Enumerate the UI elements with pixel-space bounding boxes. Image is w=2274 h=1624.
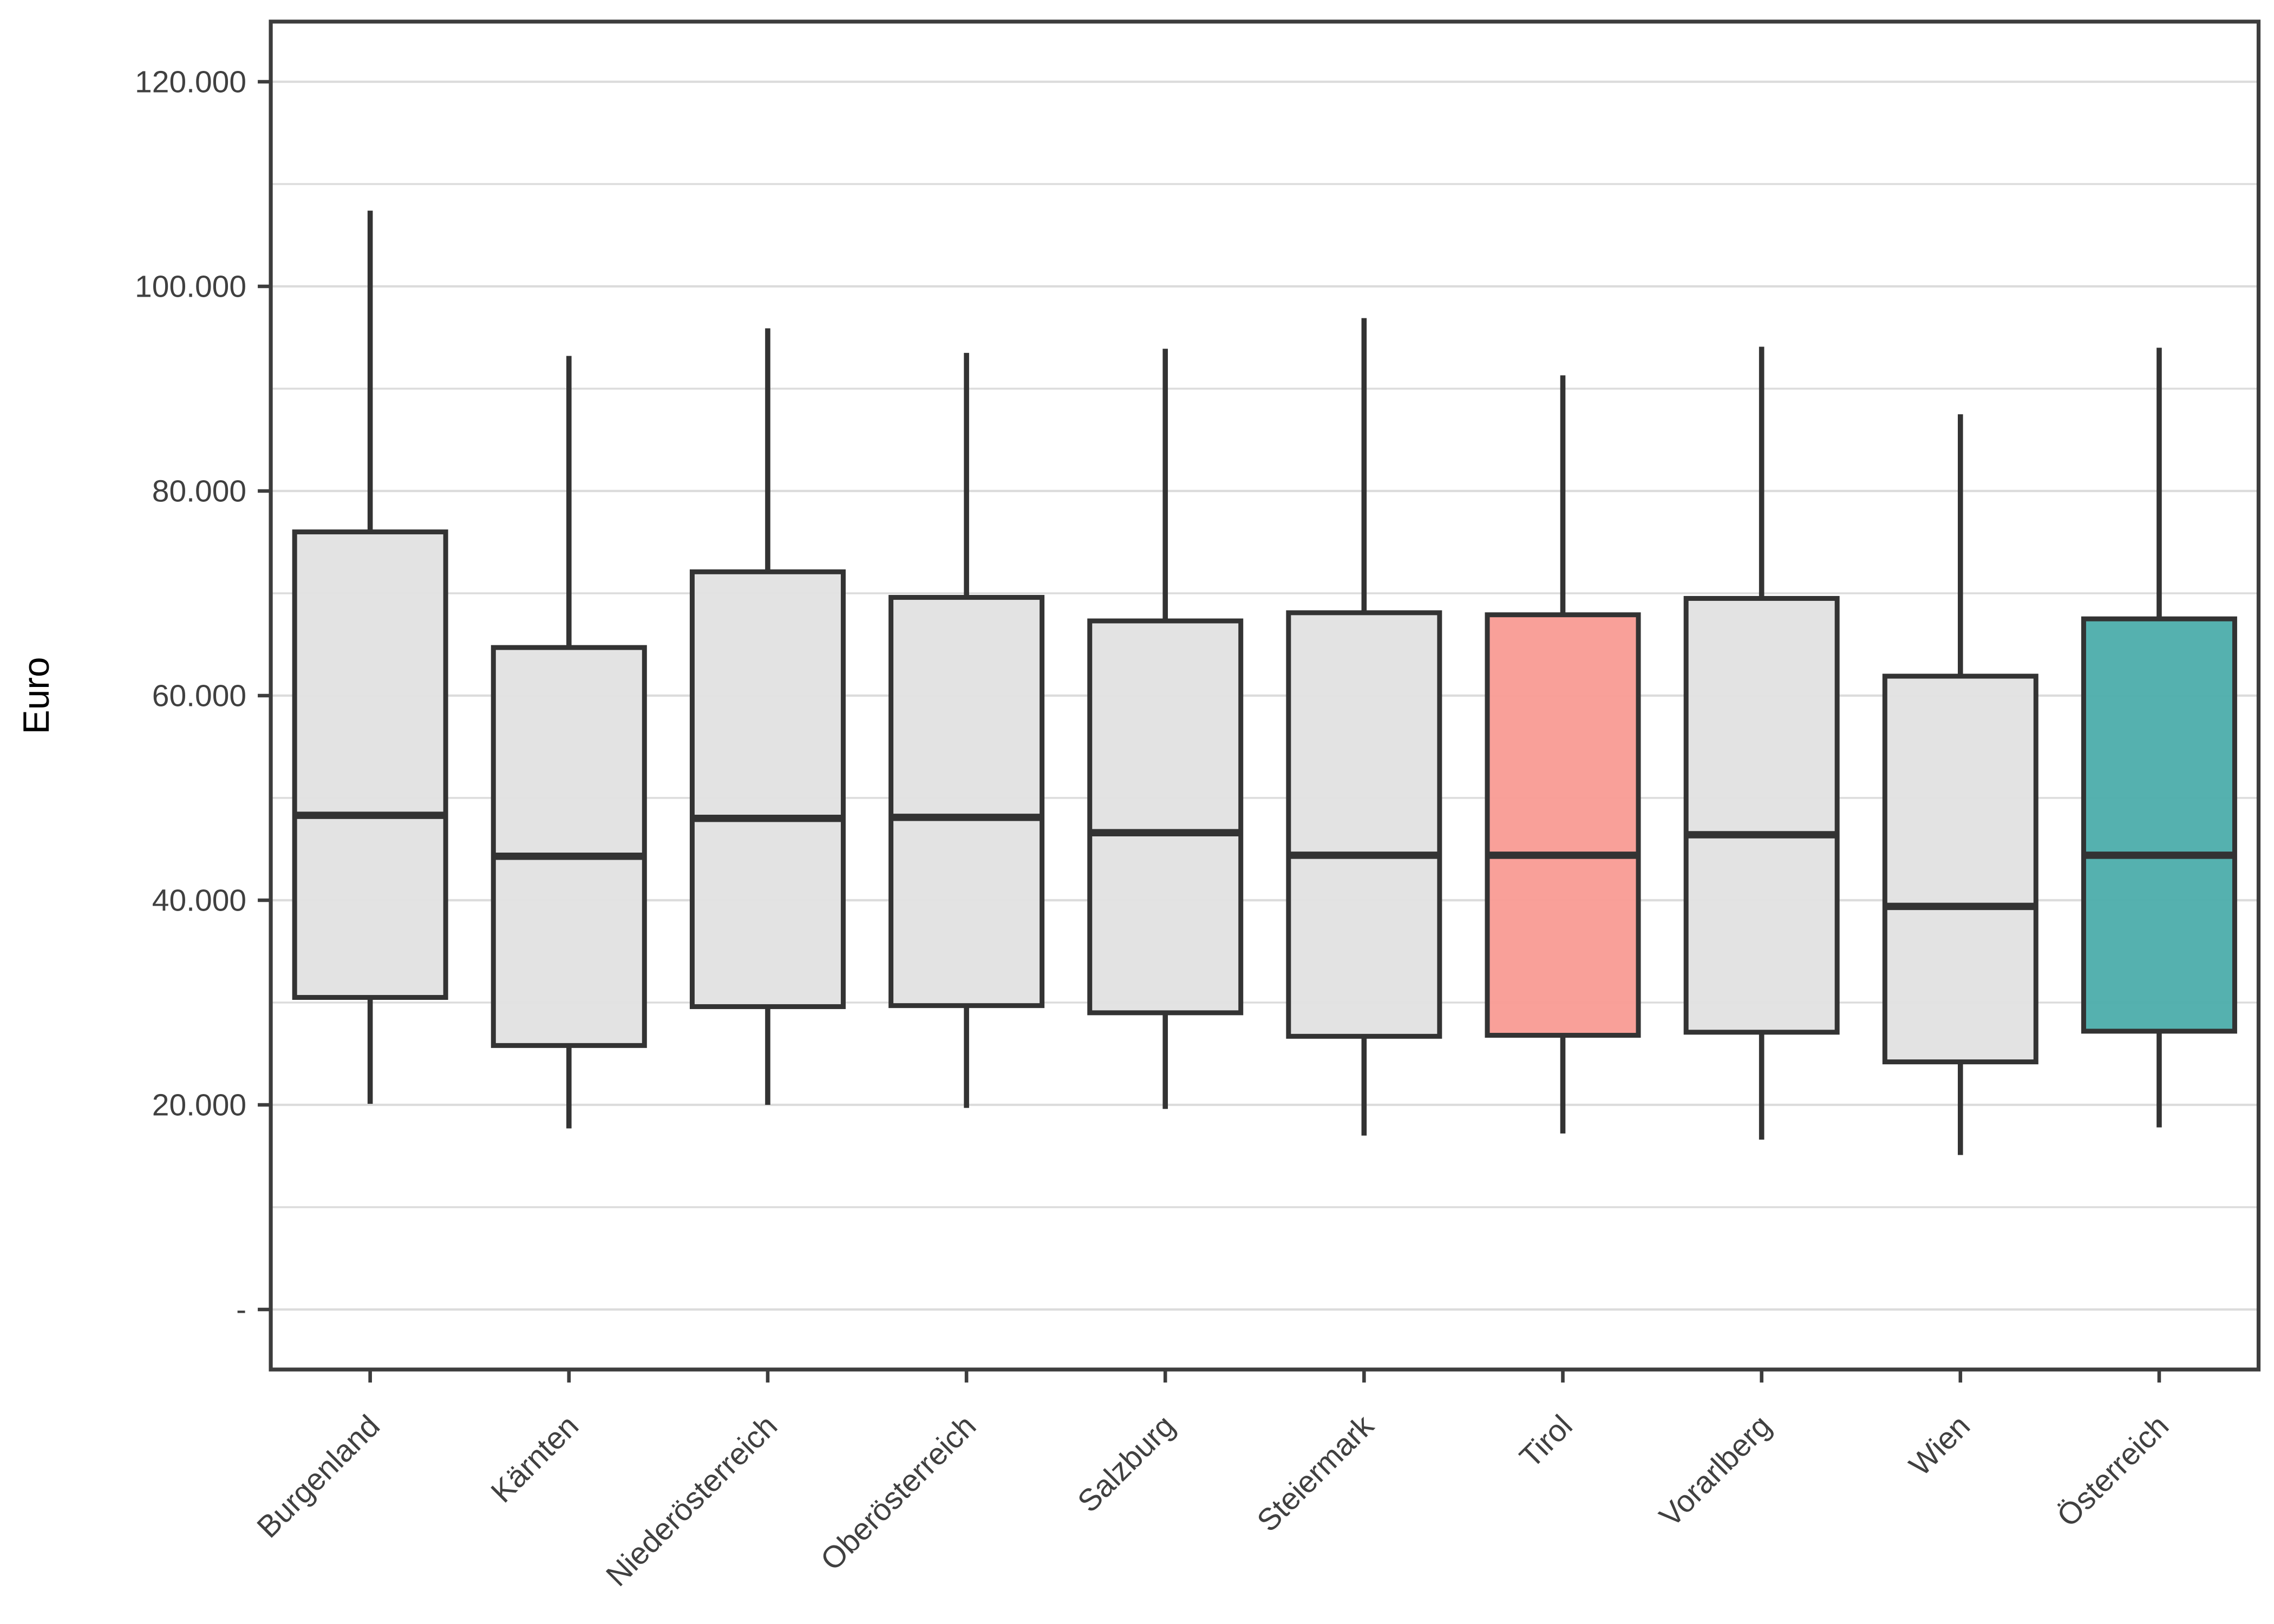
x-category-label: Österreich [2050,1409,2175,1534]
y-tick-label: 60.000 [152,678,246,713]
y-axis-title: Euro [16,657,57,735]
y-tick-label: 100.000 [135,269,246,304]
box-oberoesterreich [888,595,1045,1009]
y-tick-label: 120.000 [135,64,246,99]
x-category-label: Salzburg [1071,1409,1181,1519]
x-category-label: Oberösterreich [814,1409,983,1577]
box-wien [1882,673,2038,1065]
x-category-label: Burgenland [250,1409,386,1544]
x-category-label: Vorarlberg [1653,1409,1778,1534]
x-category-label: Niederösterreich [599,1409,784,1593]
box-vorarlberg [1683,595,1840,1035]
box-burgenland [292,529,448,1000]
y-tick-label: 40.000 [152,883,246,918]
x-category-label: Tirol [1513,1409,1579,1475]
y-tick-label: 20.000 [152,1088,246,1122]
box-tirol [1485,612,1641,1038]
x-category-label: Steiermark [1250,1408,1380,1538]
box-oesterreich [2081,616,2237,1034]
box-kaernten [491,645,647,1048]
x-category-label: Kärnten [485,1409,585,1509]
box-niederoesterreich [689,569,846,1010]
box-salzburg [1087,618,1244,1016]
y-tick-label: 80.000 [152,474,246,508]
panel-border [269,19,2261,1372]
y-tick-label: - [236,1292,246,1327]
box-steiermark [1286,610,1442,1039]
x-category-label: Wien [1903,1409,1977,1483]
